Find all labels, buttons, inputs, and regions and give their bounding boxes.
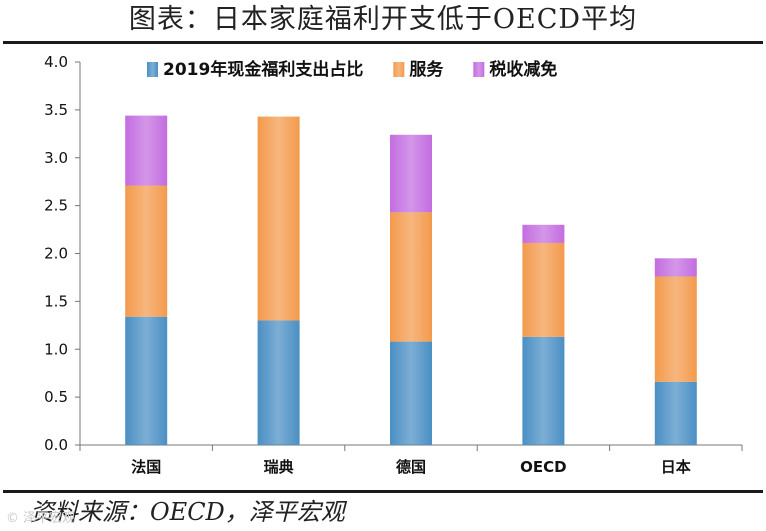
x-category-label: OECD bbox=[520, 458, 566, 476]
legend-label: 服务 bbox=[409, 59, 444, 80]
y-tick-label: 0.0 bbox=[44, 436, 68, 454]
bar-segment bbox=[390, 134, 432, 213]
x-category-label: 瑞典 bbox=[264, 458, 294, 476]
bar-segment bbox=[125, 115, 168, 186]
y-tick-label: 1.0 bbox=[44, 340, 68, 358]
y-tick-label: 2.0 bbox=[44, 245, 68, 263]
bar-segment bbox=[522, 224, 565, 243]
bar-segment bbox=[654, 258, 697, 277]
legend-label: 2019年现金福利支出占比 bbox=[163, 59, 363, 80]
bar-segment bbox=[257, 320, 300, 445]
stacked-bar-chart: 0.0 0.5 1.0 1.5 2.0 2.5 3.0 3.5 4.0 法国 瑞典 德国 OECD 日本… bbox=[44, 53, 743, 476]
source-rule bbox=[3, 490, 763, 493]
bar-segment bbox=[125, 316, 168, 445]
legend-swatch bbox=[147, 62, 158, 77]
legend-label: 税收减免 bbox=[489, 59, 557, 80]
bar-segment bbox=[522, 336, 565, 445]
watermark: © 泽平宏观 bbox=[6, 511, 76, 526]
legend-swatch bbox=[393, 62, 405, 77]
x-category-label: 德国 bbox=[396, 458, 426, 476]
y-tick-label: 0.5 bbox=[44, 388, 68, 406]
y-tick-label: 1.5 bbox=[44, 292, 68, 310]
bar-segment bbox=[654, 276, 697, 382]
y-tick-label: 4.0 bbox=[44, 53, 68, 71]
title-rule bbox=[3, 41, 763, 44]
y-tick-label: 3.0 bbox=[44, 149, 68, 167]
legend-swatch bbox=[473, 62, 485, 77]
chart-title: 图表：日本家庭福利开支低于OECD平均 bbox=[128, 4, 638, 35]
bar-segment bbox=[522, 242, 565, 337]
bar-segment bbox=[390, 341, 432, 445]
bar-segment bbox=[654, 381, 697, 445]
bar-segment bbox=[125, 185, 168, 317]
y-tick-label: 3.5 bbox=[44, 101, 68, 119]
bar-segment bbox=[390, 212, 432, 342]
x-category-label: 日本 bbox=[661, 458, 691, 476]
y-tick-label: 2.5 bbox=[44, 197, 68, 215]
source-note: 资料来源：OECD，泽平宏观 bbox=[30, 498, 345, 526]
bar-segment bbox=[257, 116, 300, 321]
x-category-label: 法国 bbox=[131, 458, 161, 476]
